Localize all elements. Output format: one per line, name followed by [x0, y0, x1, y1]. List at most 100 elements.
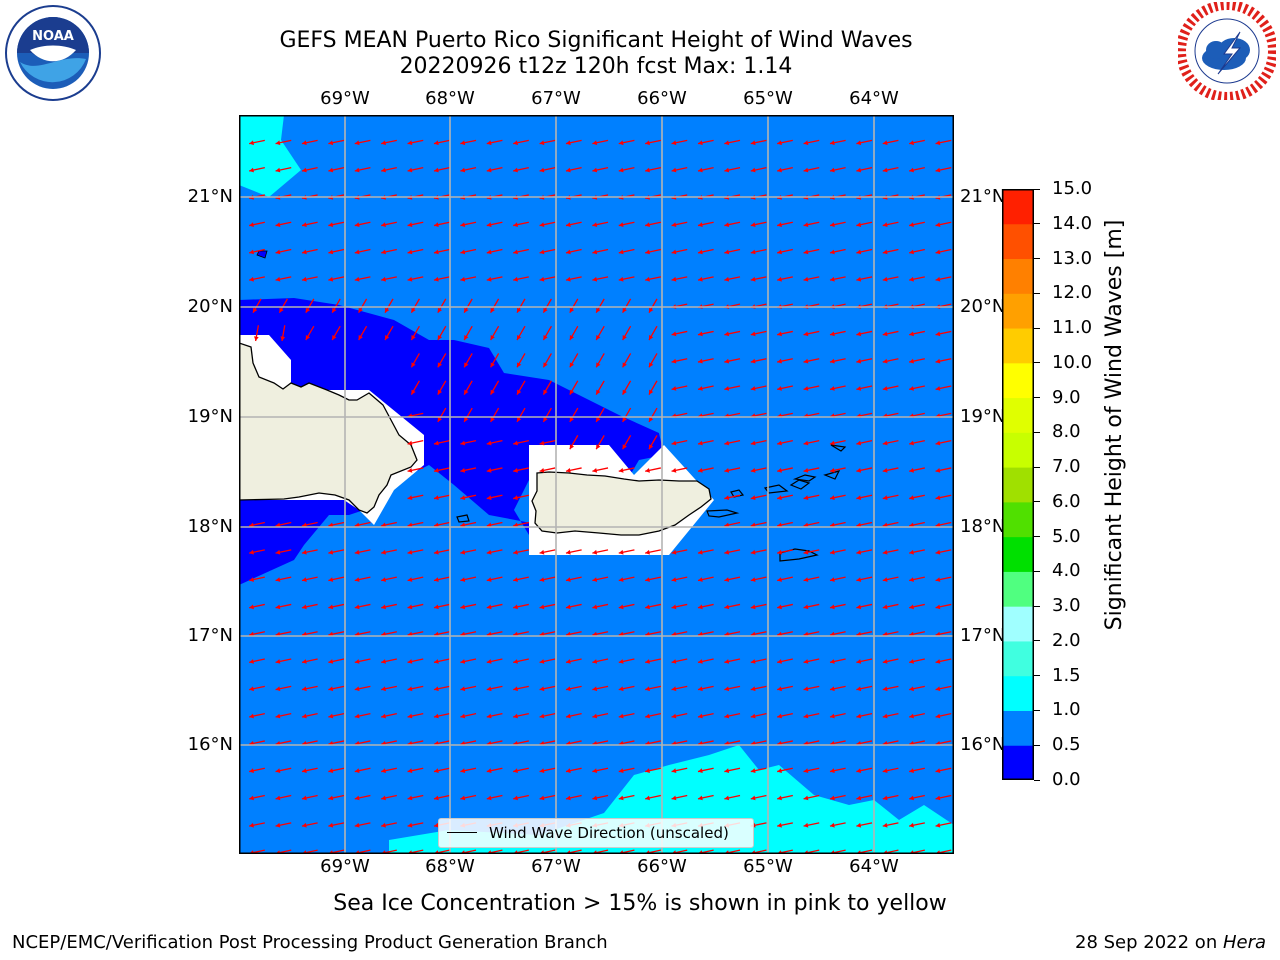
wind-arrow	[724, 658, 741, 664]
wind-arrow	[381, 767, 397, 773]
wind-arrow	[249, 139, 265, 146]
colorbar-tick-label: 13.0	[1052, 247, 1093, 269]
wind-arrow	[777, 330, 793, 337]
wind-arrow	[486, 139, 503, 146]
wind-arrow	[486, 276, 503, 282]
wind-arrow	[777, 276, 793, 282]
wind-arrow	[882, 658, 899, 664]
wind-arrow	[354, 767, 371, 773]
wind-arrow	[301, 685, 318, 692]
wind-arrow	[829, 576, 846, 582]
wind-arrow	[249, 549, 265, 555]
wind-arrow	[697, 713, 714, 719]
wind-arrow	[328, 167, 345, 173]
wind-arrow	[803, 358, 820, 364]
wind-arrow	[542, 407, 552, 423]
colorbar-segment-10	[1002, 397, 1034, 433]
wind-arrow	[249, 822, 265, 828]
wind-arrow	[935, 794, 952, 801]
wind-arrow	[539, 549, 556, 555]
wind-arrow	[569, 435, 579, 450]
wind-arrow	[433, 167, 450, 173]
wind-arrow	[249, 221, 265, 227]
footer-date: 28 Sep 2022 on Hera	[1075, 932, 1266, 953]
lat-label-left-6: 16°N	[187, 734, 233, 755]
wind-arrow	[618, 794, 635, 801]
wind-arrow	[460, 767, 477, 773]
wind-arrow	[437, 380, 447, 395]
wind-arrow	[433, 685, 450, 692]
wind-arrow	[249, 167, 265, 173]
colorbar-tick-label: 8.0	[1052, 421, 1081, 443]
wind-arrow	[513, 440, 529, 446]
wind-arrow	[433, 521, 450, 528]
wind-arrow	[381, 685, 397, 692]
wind-arrow	[750, 521, 767, 528]
colorbar-tick-label: 5.0	[1052, 525, 1081, 547]
wind-arrow	[463, 407, 473, 423]
wind-arrow	[803, 167, 820, 173]
wind-arrow	[595, 325, 605, 341]
colorbar-tick-mark	[1034, 570, 1040, 572]
wind-arrow	[328, 549, 345, 555]
wind-arrow	[750, 658, 767, 664]
cyan-region-south	[389, 745, 954, 854]
wind-arrow	[328, 794, 345, 801]
wind-arrow	[384, 325, 394, 341]
wind-arrow	[433, 767, 450, 773]
wind-arrow	[856, 576, 873, 582]
lat-label-left-2: 20°N	[187, 296, 233, 317]
wind-arrow	[645, 603, 661, 610]
wind-arrow	[354, 685, 371, 692]
colorbar-tick-mark	[1034, 779, 1040, 781]
wind-arrow	[513, 167, 529, 173]
footer-date-text: 28 Sep 2022 on	[1075, 932, 1223, 953]
lon-label-top-5: 65°W	[743, 88, 793, 109]
wind-arrow	[595, 435, 605, 450]
wind-arrow	[410, 298, 420, 314]
wind-arrow	[724, 167, 741, 173]
colorbar-segment-2	[1002, 675, 1034, 711]
wind-arrow	[301, 276, 318, 282]
wind-arrow	[460, 658, 477, 664]
wind-arrow	[671, 713, 688, 719]
wind-arrow	[463, 325, 473, 341]
wind-arrow	[460, 549, 477, 555]
wind-arrow	[280, 325, 286, 342]
wind-arrow	[724, 685, 741, 692]
wind-arrow	[486, 658, 503, 664]
wind-arrow	[381, 713, 397, 719]
wind-arrow	[829, 358, 846, 364]
wind-arrow	[301, 603, 318, 610]
wind-arrow	[777, 658, 793, 664]
wind-arrow	[542, 298, 552, 314]
wind-arrow	[301, 221, 318, 227]
colorbar-title: Significant Height of Wind Waves [m]	[1102, 215, 1128, 635]
colorbar-segment-11	[1002, 362, 1034, 399]
wind-arrow	[724, 494, 741, 500]
wind-arrow	[249, 685, 265, 692]
wind-arrow	[829, 385, 846, 391]
wind-arrow	[829, 767, 846, 773]
sea-ice-note: Sea Ice Concentration > 15% is shown in …	[333, 891, 947, 916]
colorbar-tick-mark	[1034, 223, 1040, 225]
wind-arrow	[410, 325, 420, 341]
wind-arrow	[328, 521, 345, 528]
wind-arrow	[697, 549, 714, 555]
wind-arrow	[460, 139, 477, 146]
wind-arrow	[935, 139, 952, 146]
wind-arrow	[249, 276, 265, 282]
wind-arrow	[671, 603, 688, 610]
map-panel: Wind Wave Direction (unscaled)	[239, 115, 954, 854]
wind-arrow	[328, 685, 345, 692]
wind-arrow	[622, 353, 632, 368]
graticule	[239, 115, 954, 854]
wind-arrow	[513, 685, 529, 692]
wind-arrow	[328, 139, 345, 146]
wind-arrow	[697, 767, 714, 773]
wind-arrow	[381, 576, 397, 582]
wind-arrow	[882, 385, 899, 391]
wind-arrow	[249, 658, 265, 664]
nws-logo	[1176, 0, 1278, 102]
wind-arrow	[381, 549, 397, 555]
